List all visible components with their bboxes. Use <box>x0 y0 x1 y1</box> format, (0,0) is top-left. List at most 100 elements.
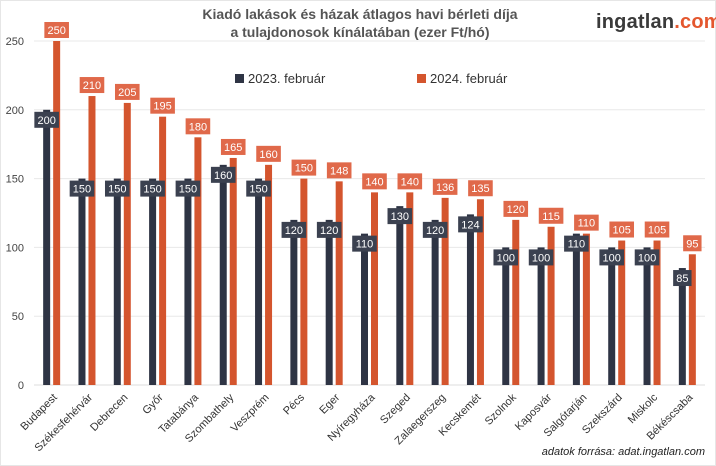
x-tick-label: Debrecen <box>88 392 130 434</box>
data-label-2024: 160 <box>259 149 277 161</box>
bar-2024 <box>371 192 378 385</box>
x-tick-label: Miskolc <box>626 391 661 426</box>
bar-2023 <box>396 206 404 385</box>
data-label-box-2023 <box>34 111 59 128</box>
data-label-2023: 200 <box>37 115 55 127</box>
data-label-2024: 120 <box>507 204 525 216</box>
data-label-box-2024 <box>609 221 635 238</box>
y-tick-label: 150 <box>6 174 24 186</box>
bar-2023 <box>608 247 616 385</box>
data-label-box-2024 <box>291 159 317 176</box>
y-tick-label: 50 <box>12 311 24 323</box>
data-label-2024: 95 <box>686 238 698 250</box>
bar-2024 <box>476 199 484 385</box>
data-label-2023: 120 <box>426 225 444 237</box>
bar-2023 <box>502 247 510 385</box>
data-label-box-2023 <box>175 180 201 197</box>
x-tick-label: Eger <box>317 391 342 416</box>
bar-2024 <box>123 102 131 386</box>
bar-2024 <box>194 137 202 385</box>
data-label-box-2023 <box>634 249 660 266</box>
data-label-box-2024 <box>574 214 599 231</box>
data-source-note: adatok forrása: adat.ingatlan.com <box>541 446 705 458</box>
logo-suffix: .com <box>674 11 716 33</box>
bar-2024 <box>300 178 308 385</box>
bar-2023 <box>431 219 439 385</box>
x-tick-label: Pécs <box>281 391 307 417</box>
data-label-box-2023 <box>564 235 589 252</box>
data-label-2024: 148 <box>330 165 348 177</box>
bar-2023 <box>255 178 263 385</box>
data-label-box-2023 <box>599 249 625 266</box>
data-label-box-2023 <box>210 166 236 183</box>
bar-2023 <box>466 214 474 385</box>
data-label-box-2024 <box>150 97 175 114</box>
bar-2023 <box>537 247 545 385</box>
chart-title-line-2: a tulajdonosok kínálatában (ezer Ft/hó) <box>230 24 490 40</box>
data-label-box-2024 <box>503 200 529 217</box>
data-label-2024: 105 <box>648 225 666 237</box>
data-label-2023: 150 <box>249 184 267 196</box>
data-label-2023: 110 <box>356 239 374 251</box>
data-label-2023: 160 <box>214 170 232 182</box>
data-label-box-2024 <box>538 207 564 224</box>
data-label-2024: 135 <box>471 183 489 195</box>
bar-2024 <box>547 226 555 385</box>
legend-label-2023: 2023. február <box>248 71 326 86</box>
data-label-2023: 150 <box>179 184 197 196</box>
data-label-2024: 210 <box>83 80 101 92</box>
x-tick-label: Veszprém <box>229 392 272 435</box>
data-label-box-2024 <box>468 180 493 197</box>
bar-2023 <box>43 109 51 386</box>
bar-2024 <box>653 240 661 385</box>
bar-2024 <box>53 41 61 385</box>
y-tick-label: 250 <box>6 36 24 48</box>
legend-swatch-2024 <box>417 74 426 83</box>
data-label-2023: 110 <box>568 239 586 251</box>
data-label-2023: 100 <box>497 252 515 264</box>
bar-2023 <box>113 178 121 385</box>
data-label-2023: 100 <box>638 252 656 264</box>
data-label-box-2023 <box>281 221 307 238</box>
bar-2024 <box>582 233 590 385</box>
bar-2023 <box>325 219 333 385</box>
data-label-box-2023 <box>493 249 519 266</box>
y-tick-label: 100 <box>6 242 24 254</box>
bar-2023 <box>678 268 686 385</box>
legend-swatch-2023 <box>235 74 244 83</box>
bar-2024 <box>159 116 167 386</box>
bar-2023 <box>149 178 157 385</box>
data-label-box-2024 <box>326 162 352 179</box>
data-label-box-2024 <box>114 83 140 100</box>
data-label-2024: 105 <box>613 225 631 237</box>
data-label-2024: 110 <box>578 218 596 230</box>
data-label-box-2023 <box>387 208 413 225</box>
bar-2024 <box>335 181 343 385</box>
data-label-box-2024 <box>683 235 702 252</box>
data-label-box-2023 <box>69 180 95 197</box>
data-label-2024: 165 <box>224 142 242 154</box>
logo-main: ingatlan <box>596 11 675 33</box>
bar-2024 <box>688 254 696 385</box>
data-label-2023: 150 <box>108 184 126 196</box>
data-label-2023: 124 <box>461 219 479 231</box>
chart-title: Kiadó lakások és házak átlagos havi bérl… <box>180 5 540 41</box>
data-label-box-2024 <box>397 173 423 190</box>
data-label-box-2024 <box>185 118 211 135</box>
legend-label-2024: 2024. február <box>430 71 508 86</box>
data-label-2024: 136 <box>436 182 454 194</box>
data-label-box-2024 <box>644 221 670 238</box>
y-tick-label: 200 <box>6 105 24 117</box>
data-label-box-2024 <box>362 173 387 190</box>
data-label-2023: 150 <box>143 184 161 196</box>
data-label-2024: 140 <box>401 176 419 188</box>
bar-2024 <box>229 157 237 385</box>
bar-2024 <box>441 197 449 385</box>
data-label-box-2023 <box>140 180 165 197</box>
data-label-box-2023 <box>673 270 692 287</box>
chart-title-line-1: Kiadó lakások és házak átlagos havi bérl… <box>202 6 518 22</box>
data-label-2023: 150 <box>73 184 91 196</box>
data-label-2024: 195 <box>153 101 171 113</box>
bar-2023 <box>219 164 227 385</box>
